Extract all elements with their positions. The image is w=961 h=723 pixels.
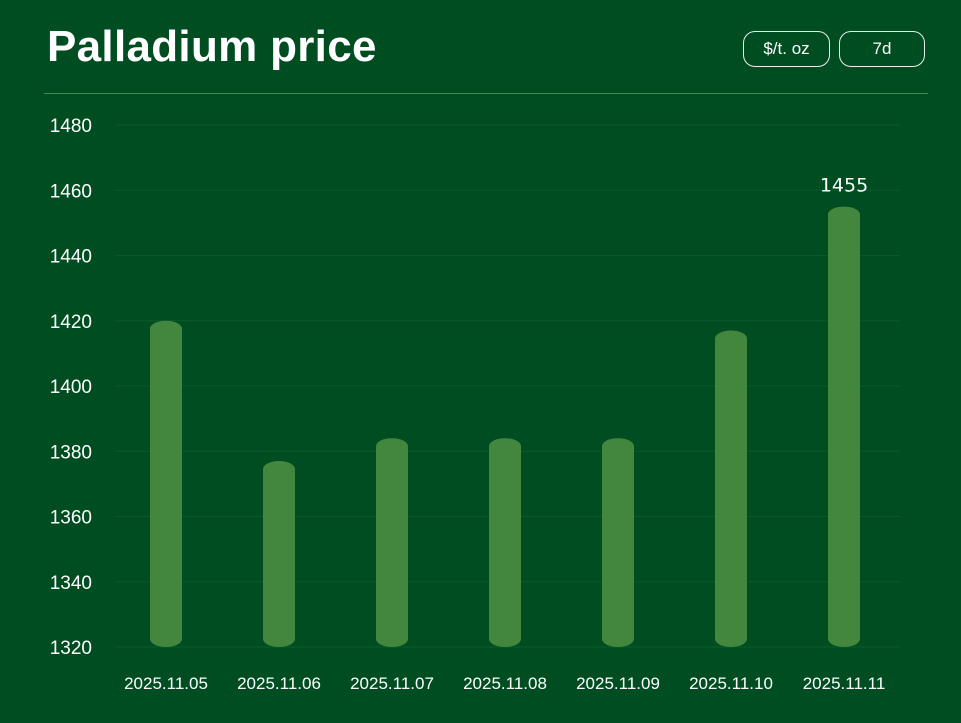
- x-tick-label: 2025.11.08: [463, 674, 547, 693]
- unit-selector-button[interactable]: $/t. oz: [743, 31, 830, 67]
- x-axis-tick-labels: 2025.11.05 2025.11.06 2025.11.07 2025.11.08…: [124, 674, 885, 693]
- bar-2025.11.10[interactable]: [715, 330, 747, 647]
- y-tick-label: 1420: [50, 312, 92, 333]
- x-tick-label: 2025.11.11: [803, 674, 886, 693]
- y-tick-label: 1320: [50, 638, 92, 659]
- x-tick-label: 2025.11.07: [350, 674, 434, 693]
- bars: [150, 206, 860, 647]
- bar-2025.11.07[interactable]: [376, 438, 408, 647]
- bar-2025.11.11[interactable]: [828, 206, 860, 647]
- y-tick-label: 1360: [50, 508, 92, 529]
- x-tick-label: 2025.11.06: [237, 674, 321, 693]
- data-label: 1455: [820, 175, 868, 197]
- x-tick-label: 2025.11.10: [689, 674, 773, 693]
- y-tick-label: 1340: [50, 573, 92, 594]
- y-tick-label: 1460: [50, 181, 92, 202]
- bar-2025.11.05[interactable]: [150, 320, 182, 647]
- range-selector-button[interactable]: 7d: [839, 31, 925, 67]
- bar-2025.11.06[interactable]: [263, 461, 295, 647]
- y-tick-label: 1440: [50, 247, 92, 268]
- chart-header: Palladium price $/t. oz 7d: [0, 0, 961, 94]
- bar-2025.11.09[interactable]: [602, 438, 634, 647]
- chart-title: Palladium price: [47, 22, 377, 71]
- y-tick-label: 1480: [50, 116, 92, 137]
- y-tick-label: 1380: [50, 442, 92, 463]
- bar-2025.11.08[interactable]: [489, 438, 521, 647]
- x-tick-label: 2025.11.09: [576, 674, 660, 693]
- x-tick-label: 2025.11.05: [124, 674, 208, 693]
- data-labels: 1455: [820, 175, 868, 197]
- header-divider: [44, 93, 928, 94]
- y-axis-tick-labels: 1320 1340 1360 1380 1400 1420 1440 1460 1480: [50, 116, 92, 659]
- y-tick-label: 1400: [50, 377, 92, 398]
